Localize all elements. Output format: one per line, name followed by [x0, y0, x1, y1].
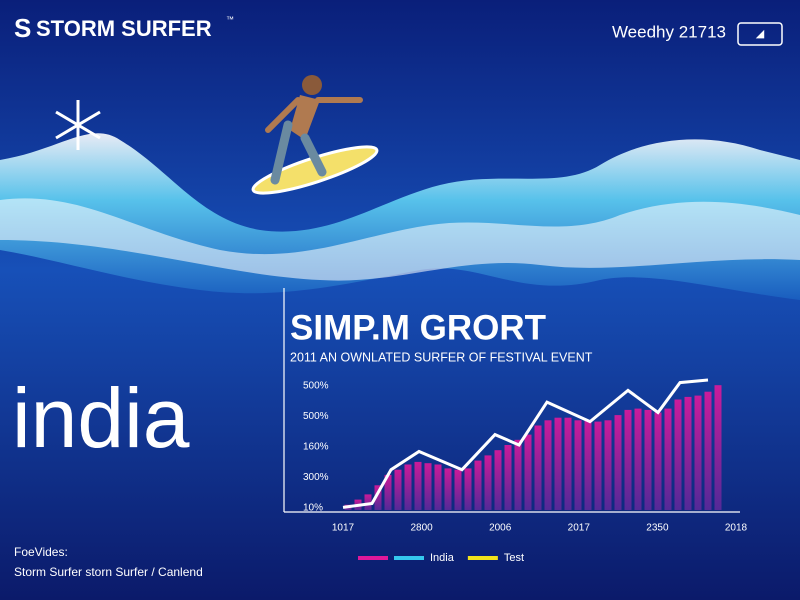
bar: [514, 439, 522, 510]
legend-swatch: [467, 556, 498, 560]
wave-foam: [0, 198, 800, 281]
bar: [454, 469, 462, 510]
bar: [474, 460, 482, 510]
bar: [464, 468, 472, 510]
line: [342, 378, 709, 509]
bar: [654, 412, 662, 510]
bar: [714, 385, 722, 510]
x-tick-label: 2350: [646, 523, 669, 534]
x-tick-label: 2800: [410, 523, 433, 534]
bar: [674, 399, 682, 510]
legend-label: India: [430, 552, 455, 564]
bar: [404, 464, 412, 510]
bar: [664, 408, 672, 510]
footer-credit: Storm Surfer storn Surfer / Canlend: [14, 565, 203, 579]
y-tick-label: 500%: [303, 381, 329, 392]
bar: [384, 474, 392, 510]
legend-swatch: [358, 556, 388, 560]
bar: [624, 409, 632, 510]
bar: [374, 485, 382, 510]
badge-box: [737, 22, 783, 46]
bar: [564, 417, 572, 510]
brand: STORM SURFER: [36, 16, 212, 41]
bar: [704, 391, 712, 510]
bar: [394, 469, 402, 510]
bar: [524, 434, 532, 510]
bar: [444, 468, 452, 510]
badge: Weedhy 21713: [612, 22, 726, 41]
bar: [694, 395, 702, 510]
x-tick-label: 2006: [489, 523, 512, 534]
surfer: [251, 75, 379, 195]
bar: [644, 409, 652, 510]
bar: [494, 450, 502, 510]
y-tick-label: 10%: [303, 503, 323, 514]
bar: [364, 494, 372, 510]
hero-title: india: [12, 371, 190, 465]
x-tick-label: 2017: [568, 523, 591, 534]
legend-swatch: [394, 556, 424, 560]
logo-mark: S: [14, 13, 31, 43]
legend-label: Test: [504, 552, 524, 564]
bar: [414, 461, 422, 510]
x-tick-label: 1017: [332, 523, 355, 534]
bar: [544, 420, 552, 510]
chart-subtitle: 2011 AN OWNLATED SURFER OF FESTIVAL EVEN…: [290, 350, 593, 364]
bar: [634, 408, 642, 510]
badge-icon: ◢: [756, 28, 765, 40]
y-tick-label: 300%: [303, 472, 329, 483]
x-tick-label: 2018: [725, 523, 748, 534]
y-tick-label: 160%: [303, 442, 329, 453]
bar: [604, 420, 612, 510]
bar: [484, 455, 492, 510]
footer-label: FoeVides:: [14, 545, 68, 559]
bar: [534, 425, 542, 510]
trademark: ™: [226, 15, 234, 24]
bar: [614, 415, 622, 510]
snowflake: [55, 100, 101, 150]
bar: [584, 420, 592, 510]
y-tick-label: 500%: [303, 411, 329, 422]
bar: [684, 396, 692, 510]
bar: [424, 463, 432, 510]
bar: [504, 445, 512, 510]
bar: [434, 464, 442, 510]
bar: [574, 420, 582, 510]
chart-title: SIMP.M GRORT: [290, 308, 546, 347]
bar: [594, 421, 602, 510]
bar: [554, 417, 562, 510]
